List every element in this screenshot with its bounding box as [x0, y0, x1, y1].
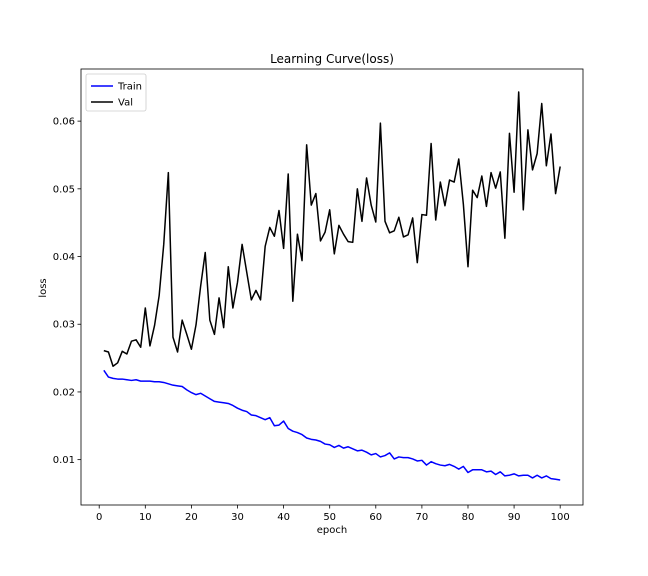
series-line-val [103, 91, 561, 367]
x-tick-label: 90 [508, 512, 521, 523]
x-tick-label: 60 [369, 512, 382, 523]
y-tick-label: 0.02 [53, 387, 75, 398]
series-line-train [103, 369, 561, 481]
plot-frame [80, 68, 584, 506]
y-tick-label: 0.04 [53, 252, 75, 263]
y-tick-label: 0.06 [53, 117, 75, 128]
x-tick-label: 20 [185, 512, 198, 523]
x-axis-label: epoch [317, 525, 347, 536]
x-tick-label: 40 [277, 512, 290, 523]
x-tick-label: 100 [551, 512, 570, 523]
x-tick-label: 30 [231, 512, 244, 523]
y-tick-label: 0.03 [53, 320, 75, 331]
y-axis-label: loss [38, 278, 49, 297]
x-tick-label: 80 [462, 512, 475, 523]
chart-title: Learning Curve(loss) [270, 52, 394, 66]
legend-box [85, 73, 147, 112]
x-tick-label: 50 [323, 512, 336, 523]
legend-label-train: Train [117, 82, 142, 93]
x-tick-label: 10 [139, 512, 152, 523]
legend: Train Val [85, 73, 147, 112]
plot-area [80, 68, 584, 506]
x-tick-label: 70 [416, 512, 429, 523]
x-axis: 0 10 20 30 40 50 60 70 80 90 100 [96, 505, 570, 523]
y-tick-label: 0.05 [53, 184, 75, 195]
y-tick-label: 0.01 [53, 455, 75, 466]
y-axis: 0.01 0.02 0.03 0.04 0.05 0.06 [53, 117, 81, 466]
legend-label-val: Val [118, 98, 133, 109]
x-tick-label: 0 [96, 512, 102, 523]
